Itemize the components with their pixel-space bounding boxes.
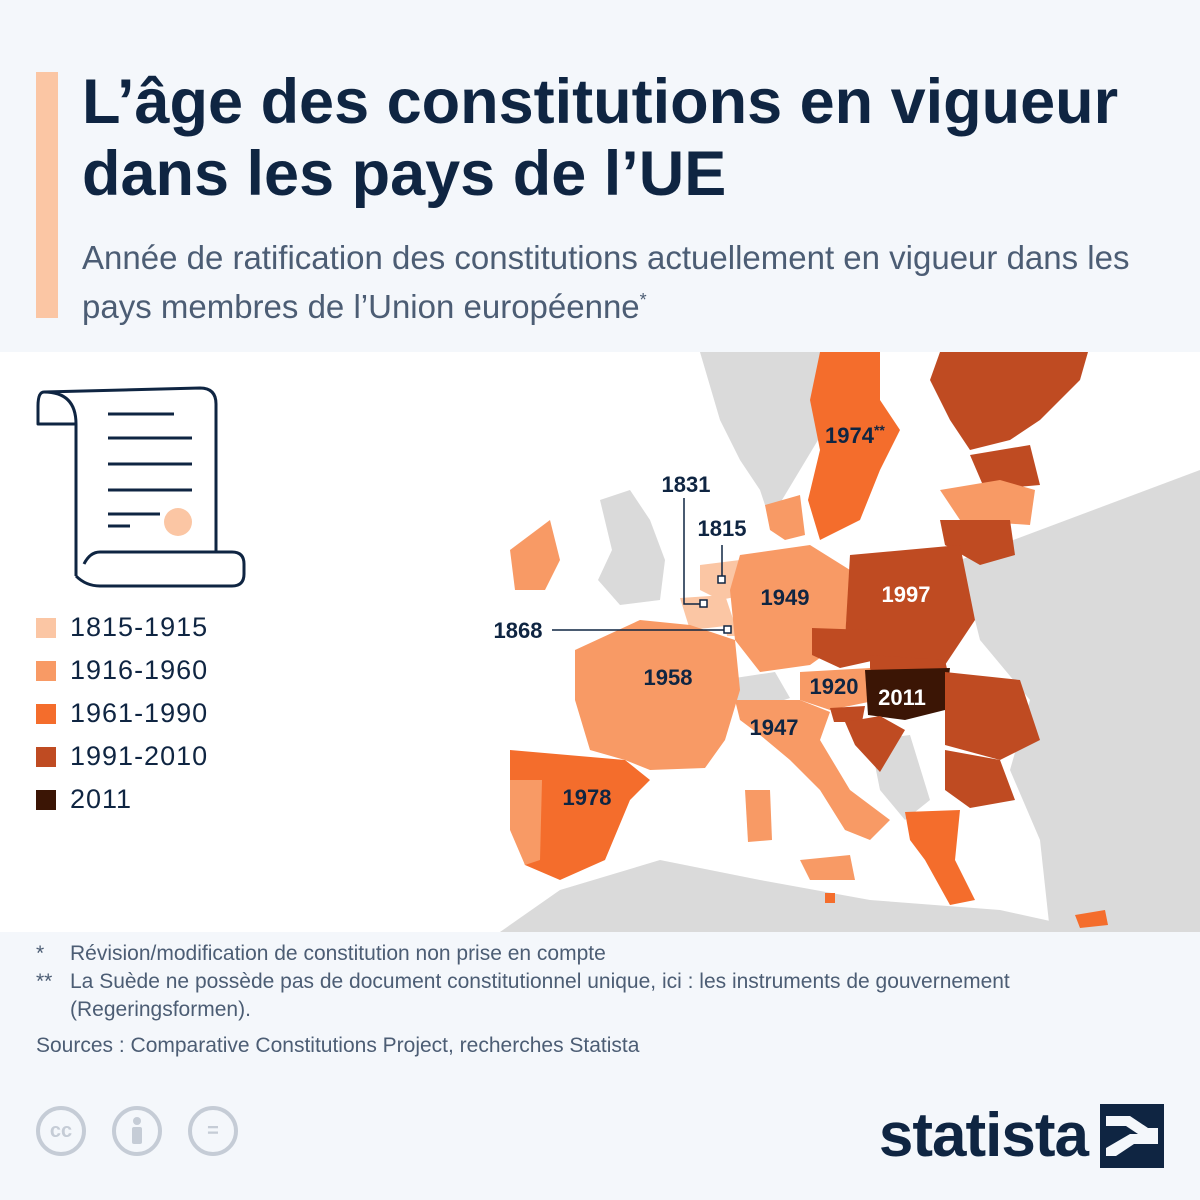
czechia-shape (812, 628, 885, 668)
legend-swatch (36, 703, 56, 724)
croatia-shape (845, 716, 905, 772)
non-eu-land (500, 352, 1200, 932)
north-africa (500, 860, 1100, 932)
statista-logo-text[interactable]: statista (878, 1101, 1089, 1170)
sicily-shape (800, 855, 855, 880)
hungary-shape (865, 668, 950, 720)
sweden-shape (808, 352, 900, 540)
sweden-year-label: 1974** (825, 422, 885, 448)
title-accent-bar (36, 72, 58, 318)
legend-swatch (36, 746, 56, 767)
netherlands-year-label: 1815 (698, 516, 747, 541)
poland-shape (845, 545, 975, 665)
greece-shape (905, 810, 975, 905)
france-shape (575, 620, 740, 770)
leader-lines (552, 498, 732, 634)
page-title: L’âge des constitutions en vigueur dans … (82, 67, 1119, 209)
legend-swatch (36, 660, 56, 681)
norway (700, 352, 830, 520)
poland-year-label: 1997 (882, 582, 931, 607)
spain-year-label: 1978 (563, 785, 612, 810)
malta-shape (825, 893, 835, 903)
eu-countries (510, 352, 1108, 928)
legend-item: 1991-2010 (36, 735, 208, 778)
europe-map: 1974** 1831 1815 1868 1949 1997 1958 192… (494, 352, 1200, 932)
romania-shape (945, 672, 1040, 760)
legend-label: 2011 (70, 784, 133, 814)
legend-label: 1961-1990 (70, 698, 209, 728)
attribution-icon[interactable] (112, 1106, 162, 1156)
legend-label: 1991-2010 (70, 741, 209, 771)
subtitle-footnote-mark: * (639, 290, 647, 310)
luxembourg-year-label: 1868 (494, 618, 543, 643)
legend-label: 1916-1960 (70, 655, 209, 685)
legend-label: 1815-1915 (70, 612, 209, 642)
latvia-shape (940, 480, 1035, 525)
map-legend: 1815-1915 1916-1960 1961-1990 1991-2010 2011 (36, 606, 208, 821)
great-britain (598, 490, 665, 605)
austria-shape (800, 668, 878, 710)
italy-shape (735, 700, 890, 840)
legend-item: 2011 (36, 778, 208, 821)
hungary-year-label: 2011 (878, 685, 926, 710)
france-year-label: 1958 (644, 665, 693, 690)
sardinia-shape (745, 790, 772, 842)
slovenia-shape (830, 706, 865, 722)
sources-text: Sources : Comparative Constitutions Proj… (36, 1034, 640, 1057)
finland-shape (930, 352, 1088, 450)
legend-item: 1961-1990 (36, 692, 208, 735)
legend-item: 1916-1960 (36, 649, 208, 692)
legend-swatch (36, 617, 56, 638)
eastern-europe (960, 470, 1200, 932)
page-subtitle: Année de ratification des constitutions … (82, 236, 1162, 328)
luxembourg-marker (723, 625, 732, 634)
belgium-marker (699, 599, 708, 608)
spain-shape (510, 750, 650, 880)
footnote-1: * Révision/modification de constitution … (36, 940, 1036, 968)
portugal-shape (510, 780, 542, 865)
belgium-leader-line (683, 498, 700, 605)
legend-item: 1815-1915 (36, 606, 208, 649)
footnote-2-mark: ** (36, 970, 53, 993)
constitution-scroll-icon (36, 386, 246, 588)
cc-icon[interactable]: cc (36, 1106, 86, 1156)
footnote-1-text: Révision/modification de constitution no… (70, 942, 606, 965)
footnotes: * Révision/modification de constitution … (36, 940, 1036, 1060)
switzerland (735, 672, 790, 708)
ireland-shape (510, 520, 560, 590)
lithuania-shape (940, 520, 1015, 565)
denmark-shape (765, 495, 805, 540)
statista-logo-icon[interactable] (1100, 1104, 1164, 1168)
license-icons: cc = (36, 1106, 264, 1156)
bulgaria-shape (945, 750, 1015, 808)
italy-year-label: 1947 (750, 715, 799, 740)
netherlands-marker (717, 575, 726, 584)
germany-year-label: 1949 (761, 585, 810, 610)
subtitle-text: Année de ratification des constitutions … (82, 239, 1130, 325)
estonia-shape (970, 445, 1040, 490)
belgium-year-label: 1831 (662, 472, 711, 497)
footnote-1-mark: * (36, 942, 45, 965)
legend-swatch (36, 789, 56, 810)
map-panel: 1974** 1831 1815 1868 1949 1997 1958 192… (0, 352, 1200, 932)
no-derivatives-icon[interactable]: = (188, 1106, 238, 1156)
cyprus-shape (1075, 910, 1108, 928)
footnote-2-text: La Suède ne possède pas de document cons… (70, 970, 1010, 1021)
footnote-2: ** La Suède ne possède pas de document c… (36, 968, 1036, 1024)
austria-year-label: 1920 (810, 674, 859, 699)
